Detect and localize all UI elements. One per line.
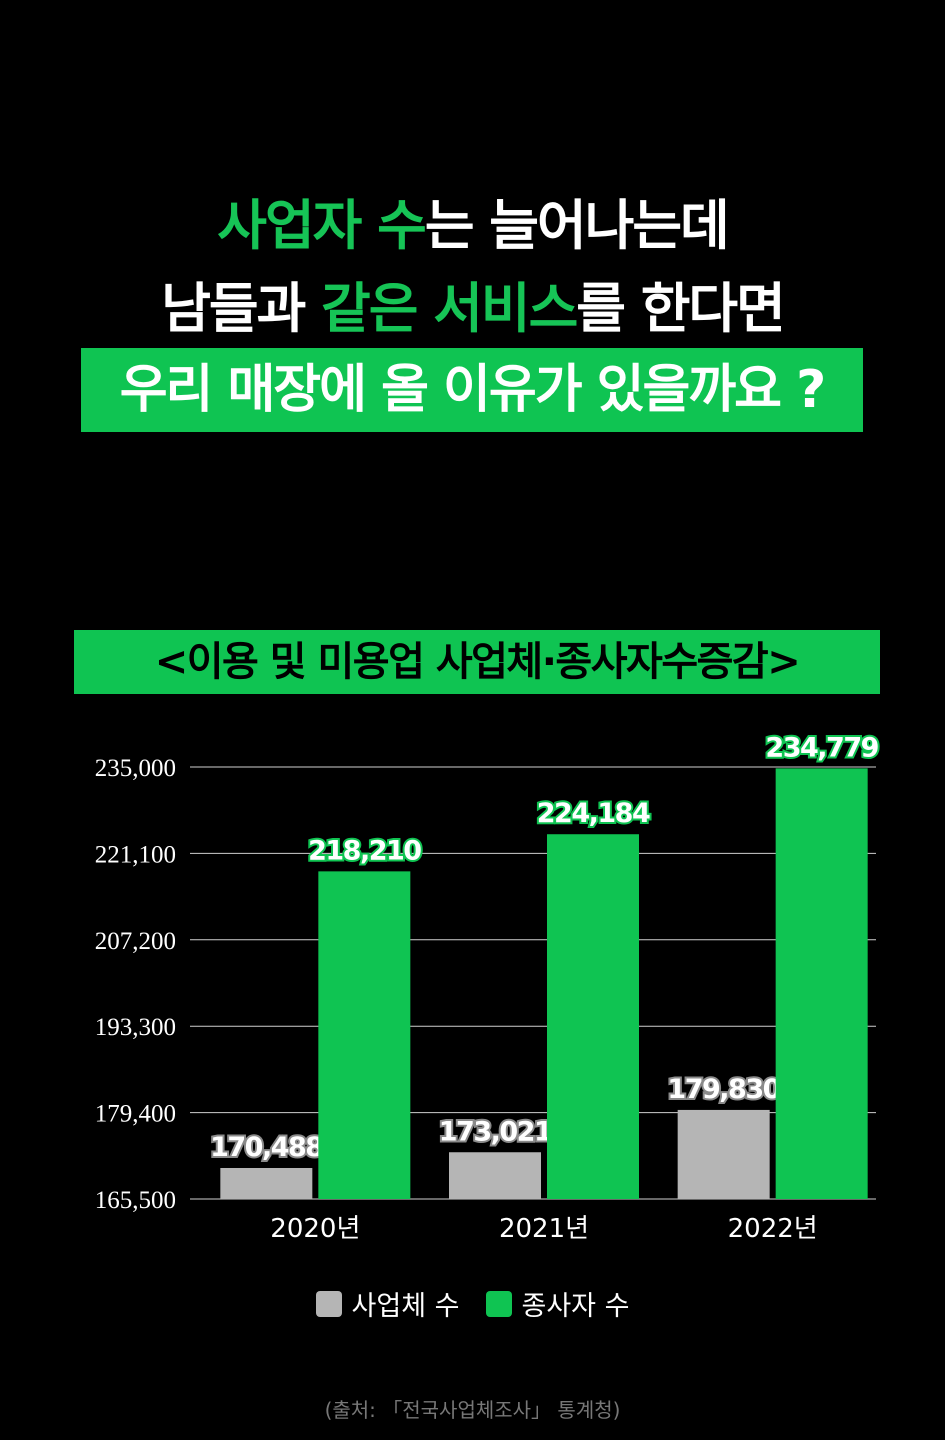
bar-employee-count: [318, 871, 411, 1199]
legend-swatch-gray: [315, 1290, 342, 1317]
legend-item-business: 사업체 수: [315, 1284, 460, 1323]
chart-title: <이용 및 미용업 사업체·종사자수증감>: [74, 630, 880, 694]
legend-item-employees: 종사자 수: [485, 1284, 630, 1323]
x-tick-label: 2022년: [728, 1214, 818, 1244]
data-label-business: 173,021: [439, 1116, 551, 1147]
legend-label-business: 사업체 수: [351, 1291, 460, 1322]
bar-chart: 165,500 179,400 193,300 207,200 221,100 235,0…: [95, 730, 882, 1244]
headline-line-2-start: 남들과: [161, 277, 322, 340]
source-note: (출처: 「전국사업체조사」 통계청): [324, 1398, 621, 1422]
legend-label-employees: 종사자 수: [521, 1291, 630, 1322]
bar-business-count: [220, 1167, 313, 1199]
y-tick-label: 165,500: [95, 1187, 176, 1214]
bar-employee-count: [775, 768, 868, 1199]
chart-legend: 사업체 수 종사자 수: [0, 1284, 945, 1323]
bar-business-count: [677, 1109, 770, 1199]
headline-line-1: 사업자 수는 늘어나는데: [0, 194, 945, 258]
data-label-employees: 224,184: [537, 798, 650, 829]
x-tick-label: 2020년: [270, 1214, 360, 1244]
y-tick-label: 179,400: [95, 1101, 176, 1128]
bar-business-count: [449, 1152, 541, 1199]
headline-line-1-rest: 는 늘어나는데: [424, 194, 730, 257]
legend-swatch-green: [485, 1290, 512, 1317]
data-label-employees: 234,779: [765, 732, 878, 763]
headline-highlight-same-service: 같은 서비스: [321, 277, 578, 340]
y-tick-label: 235,000: [95, 755, 176, 782]
headline-question-box: 우리 매장에 올 이유가 있을까요 ?: [81, 348, 863, 432]
headline-line-2: 남들과 같은 서비스를 한다면: [0, 277, 945, 341]
bar-employee-count: [547, 834, 639, 1199]
y-tick-label: 221,100: [95, 841, 176, 868]
y-tick-label: 207,200: [95, 928, 176, 955]
x-tick-label: 2021년: [499, 1214, 589, 1244]
data-label-business: 179,830: [667, 1074, 780, 1105]
data-label-employees: 218,210: [308, 835, 421, 866]
headline-line-2-end: 를 한다면: [576, 277, 786, 340]
data-label-business: 170,488: [210, 1132, 323, 1163]
y-tick-label: 193,300: [95, 1014, 176, 1041]
headline-highlight-business-count: 사업자 수: [217, 194, 427, 257]
